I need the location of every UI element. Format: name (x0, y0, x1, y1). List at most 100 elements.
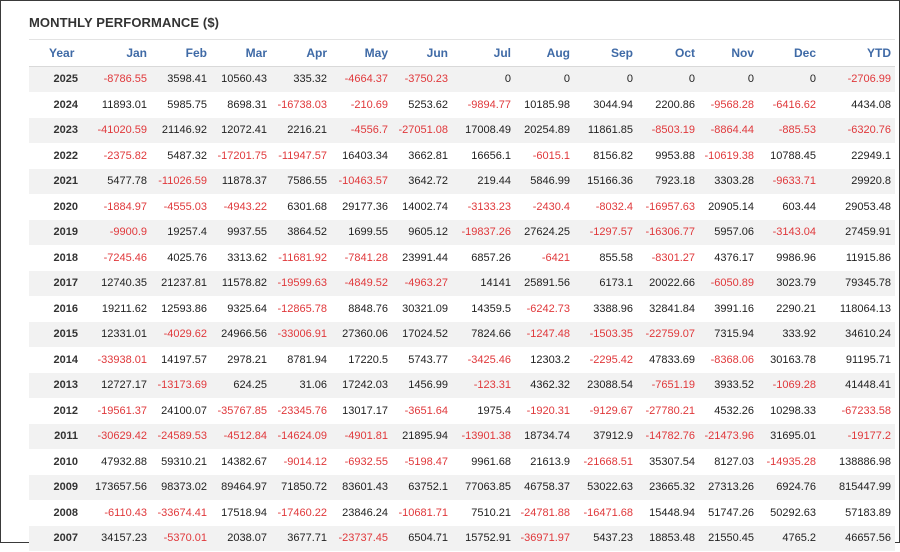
column-header-may[interactable]: May (331, 39, 392, 67)
month-value-cell: -33006.91 (271, 321, 331, 348)
month-value-cell: 59310.21 (151, 449, 211, 475)
column-header-dec[interactable]: Dec (758, 39, 820, 67)
month-value-cell: 5253.62 (392, 92, 452, 118)
month-value-cell: 7824.66 (452, 321, 515, 348)
month-value-cell: -6242.73 (515, 296, 574, 322)
month-value-cell: 27624.25 (515, 219, 574, 246)
table-row: 2016 19211.62 12593.86 9325.64 -12865.78 8848… (29, 296, 895, 322)
column-header-sep[interactable]: Sep (574, 39, 637, 67)
month-value-cell: 21237.81 (151, 270, 211, 297)
column-header-year[interactable]: Year (29, 39, 84, 67)
month-value-cell: -1503.35 (574, 321, 637, 348)
table-row: 2018 -7245.46 4025.76 3313.62 -11681.92 -7841… (29, 245, 895, 271)
month-value-cell: 24100.07 (151, 398, 211, 424)
month-value-cell: -5370.01 (151, 525, 211, 552)
month-value-cell: 23088.54 (574, 372, 637, 399)
month-value-cell: 12593.86 (151, 296, 211, 322)
month-value-cell: 50292.63 (758, 500, 820, 526)
month-value-cell: 71850.72 (271, 474, 331, 501)
month-value-cell: 11578.82 (211, 270, 271, 297)
month-value-cell: 12740.35 (84, 270, 151, 297)
month-value-cell: -8786.55 (84, 66, 151, 93)
column-header-aug[interactable]: Aug (515, 39, 574, 67)
month-value-cell: 6504.71 (392, 525, 452, 552)
month-value-cell: -6421 (515, 245, 574, 271)
month-value-cell: 4532.26 (699, 398, 758, 424)
month-value-cell: 20905.14 (699, 194, 758, 220)
month-value-cell: 3044.94 (574, 92, 637, 118)
month-value-cell: -4943.22 (211, 194, 271, 220)
column-header-oct[interactable]: Oct (637, 39, 699, 67)
month-value-cell: 15166.36 (574, 168, 637, 195)
month-value-cell: 11878.37 (211, 168, 271, 195)
month-value-cell: 89464.97 (211, 474, 271, 501)
month-value-cell: -9894.77 (452, 92, 515, 118)
column-header-jul[interactable]: Jul (452, 39, 515, 67)
month-value-cell: -3143.04 (758, 219, 820, 246)
month-value-cell: 77063.85 (452, 474, 515, 501)
table-row: 2013 12727.17 -13173.69 624.25 31.06 17242.03… (29, 372, 895, 399)
month-value-cell: -17201.75 (211, 143, 271, 169)
month-value-cell: -1247.48 (515, 321, 574, 348)
month-value-cell: 2216.21 (271, 117, 331, 144)
month-value-cell: 13017.17 (331, 398, 392, 424)
month-value-cell: 8127.03 (699, 449, 758, 475)
month-value-cell: 9961.68 (452, 449, 515, 475)
month-value-cell: -3133.23 (452, 194, 515, 220)
month-value-cell: -4963.27 (392, 270, 452, 297)
column-header-jun[interactable]: Jun (392, 39, 452, 67)
year-cell: 2024 (29, 92, 84, 118)
month-value-cell: 9953.88 (637, 143, 699, 169)
month-value-cell: 47932.88 (84, 449, 151, 475)
month-value-cell: -11681.92 (271, 245, 331, 271)
monthly-performance-table: Year Jan Feb Mar Apr May Jun Jul Aug Sep Oct Nov Dec… (29, 39, 895, 552)
column-header-mar[interactable]: Mar (211, 39, 271, 67)
month-value-cell: 30163.78 (758, 347, 820, 373)
month-value-cell: 4362.32 (515, 372, 574, 399)
year-cell: 2013 (29, 372, 84, 399)
table-row: 2025 -8786.55 3598.41 10560.43 335.32 -4664.3… (29, 66, 895, 93)
month-value-cell: -7841.28 (331, 245, 392, 271)
month-value-cell: 10788.45 (758, 143, 820, 169)
month-value-cell: 11893.01 (84, 92, 151, 118)
month-value-cell: 3677.71 (271, 525, 331, 552)
month-value-cell: -7245.46 (84, 245, 151, 271)
table-row: 2014 -33938.01 14197.57 2978.21 8781.94 17220… (29, 347, 895, 373)
column-header-feb[interactable]: Feb (151, 39, 211, 67)
month-value-cell: -1297.57 (574, 219, 637, 246)
column-header-nov[interactable]: Nov (699, 39, 758, 67)
month-value-cell: 29177.36 (331, 194, 392, 220)
year-cell: 2022 (29, 143, 84, 169)
month-value-cell: -21668.51 (574, 449, 637, 475)
month-value-cell: -8301.27 (637, 245, 699, 271)
month-value-cell: -6050.89 (699, 270, 758, 297)
month-value-cell: 6173.1 (574, 270, 637, 297)
ytd-cell: 41448.41 (820, 372, 895, 399)
month-value-cell: 47833.69 (637, 347, 699, 373)
month-value-cell: 10185.98 (515, 92, 574, 118)
month-value-cell: -27051.08 (392, 117, 452, 144)
column-header-jan[interactable]: Jan (84, 39, 151, 67)
year-cell: 2018 (29, 245, 84, 271)
month-value-cell: 34157.23 (84, 525, 151, 552)
month-value-cell: -4556.7 (331, 117, 392, 144)
table-row: 2021 5477.78 -11026.59 11878.37 7586.55 -1046… (29, 168, 895, 195)
table-row: 2015 12331.01 -4029.62 24966.56 -33006.91 273… (29, 321, 895, 348)
month-value-cell: 3023.79 (758, 270, 820, 297)
ytd-cell: 91195.71 (820, 347, 895, 373)
ytd-cell: 27459.91 (820, 219, 895, 246)
month-value-cell: 5437.23 (574, 525, 637, 552)
ytd-cell: -2706.99 (820, 66, 895, 93)
month-value-cell: -36971.97 (515, 525, 574, 552)
month-value-cell: -210.69 (331, 92, 392, 118)
month-value-cell: 20254.89 (515, 117, 574, 144)
column-header-apr[interactable]: Apr (271, 39, 331, 67)
column-header-ytd[interactable]: YTD (820, 39, 895, 67)
table-row: 2009 173657.56 98373.02 89464.97 71850.72 836… (29, 474, 895, 501)
table-row: 2010 47932.88 59310.21 14382.67 -9014.12 -693… (29, 449, 895, 475)
month-value-cell: 9605.12 (392, 219, 452, 246)
month-value-cell: -4849.52 (331, 270, 392, 297)
month-value-cell: -8864.44 (699, 117, 758, 144)
month-value-cell: 9325.64 (211, 296, 271, 322)
